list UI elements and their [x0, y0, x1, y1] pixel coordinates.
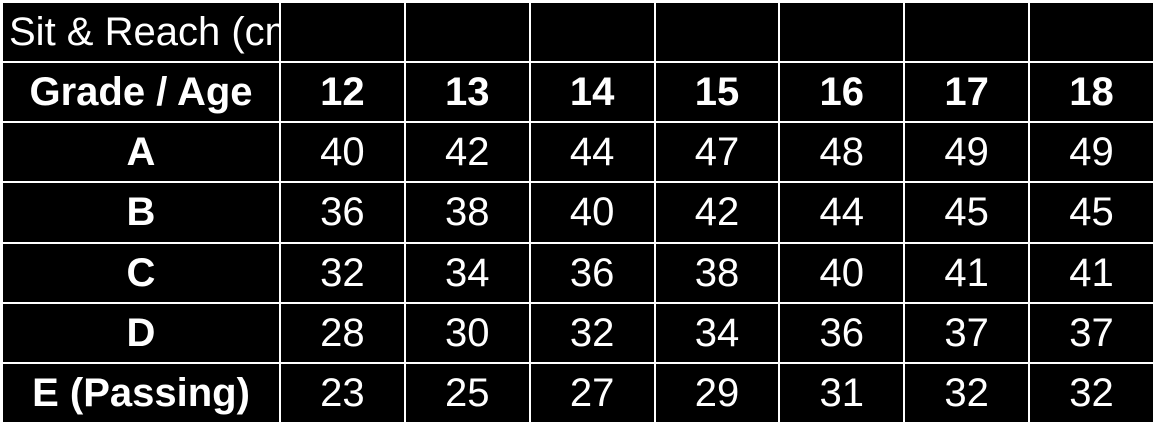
- title-row: Sit & Reach (cm): [1, 0, 1155, 64]
- age-header: 18: [1028, 61, 1155, 124]
- table-cell: 47: [653, 121, 781, 184]
- table-cell: 41: [1028, 241, 1155, 304]
- age-header: 14: [528, 61, 656, 124]
- table-cell: 32: [528, 301, 656, 364]
- table-cell: 28: [279, 301, 406, 364]
- age-header: 15: [653, 61, 781, 124]
- table-row-grade-a: A 40 42 44 47 48 49 49: [1, 121, 1155, 184]
- table-cell: 49: [1028, 121, 1155, 184]
- table-cell: 42: [653, 181, 781, 244]
- empty-title-cell: [279, 0, 406, 64]
- table-cell: 45: [903, 181, 1031, 244]
- table-cell: 38: [403, 181, 531, 244]
- empty-title-cell: [403, 0, 531, 64]
- grade-label: D: [1, 301, 281, 364]
- grade-age-header: Grade / Age: [1, 61, 281, 124]
- table-cell: 36: [528, 241, 656, 304]
- table-row-grade-c: C 32 34 36 38 40 41 41: [1, 241, 1155, 304]
- grade-label: A: [1, 121, 281, 184]
- age-header: 13: [403, 61, 531, 124]
- table-cell: 42: [403, 121, 531, 184]
- empty-title-cell: [903, 0, 1031, 64]
- table-cell: 41: [903, 241, 1031, 304]
- table-cell: 48: [778, 121, 906, 184]
- table-cell: 37: [903, 301, 1031, 364]
- table-title: Sit & Reach (cm): [1, 0, 281, 64]
- table-cell: 32: [903, 361, 1031, 425]
- grade-label: E (Passing): [1, 361, 281, 425]
- table-cell: 45: [1028, 181, 1155, 244]
- table-cell: 37: [1028, 301, 1155, 364]
- table-cell: 44: [778, 181, 906, 244]
- table-cell: 36: [279, 181, 406, 244]
- table-cell: 30: [403, 301, 531, 364]
- table-cell: 32: [1028, 361, 1155, 425]
- table-cell: 25: [403, 361, 531, 425]
- empty-title-cell: [528, 0, 656, 64]
- header-row: Grade / Age 12 13 14 15 16 17 18: [1, 61, 1155, 124]
- table-cell: 36: [778, 301, 906, 364]
- table-cell: 40: [528, 181, 656, 244]
- age-header: 16: [778, 61, 906, 124]
- table-row-grade-e: E (Passing) 23 25 27 29 31 32 32: [1, 361, 1155, 425]
- table-cell: 40: [778, 241, 906, 304]
- grade-label: C: [1, 241, 281, 304]
- table-cell: 34: [653, 301, 781, 364]
- table-cell: 29: [653, 361, 781, 425]
- table-row-grade-b: B 36 38 40 42 44 45 45: [1, 181, 1155, 244]
- table-cell: 31: [778, 361, 906, 425]
- table-cell: 38: [653, 241, 781, 304]
- table-cell: 23: [279, 361, 406, 425]
- age-header: 12: [279, 61, 406, 124]
- table-row-grade-d: D 28 30 32 34 36 37 37: [1, 301, 1155, 364]
- table-cell: 40: [279, 121, 406, 184]
- empty-title-cell: [778, 0, 906, 64]
- table-cell: 27: [528, 361, 656, 425]
- age-header: 17: [903, 61, 1031, 124]
- table-cell: 49: [903, 121, 1031, 184]
- empty-title-cell: [653, 0, 781, 64]
- table-cell: 44: [528, 121, 656, 184]
- table-cell: 32: [279, 241, 406, 304]
- empty-title-cell: [1028, 0, 1155, 64]
- table-cell: 34: [403, 241, 531, 304]
- grade-label: B: [1, 181, 281, 244]
